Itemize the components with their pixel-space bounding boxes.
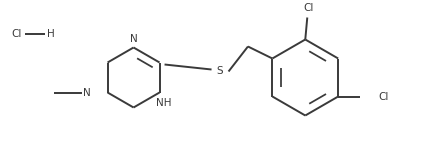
- Text: Cl: Cl: [303, 3, 313, 13]
- Text: H: H: [47, 29, 55, 39]
- Text: NH: NH: [156, 98, 172, 108]
- Text: S: S: [216, 66, 223, 75]
- Text: N: N: [84, 88, 91, 97]
- Text: Cl: Cl: [12, 29, 22, 39]
- Text: N: N: [130, 34, 137, 44]
- Text: Cl: Cl: [378, 91, 389, 102]
